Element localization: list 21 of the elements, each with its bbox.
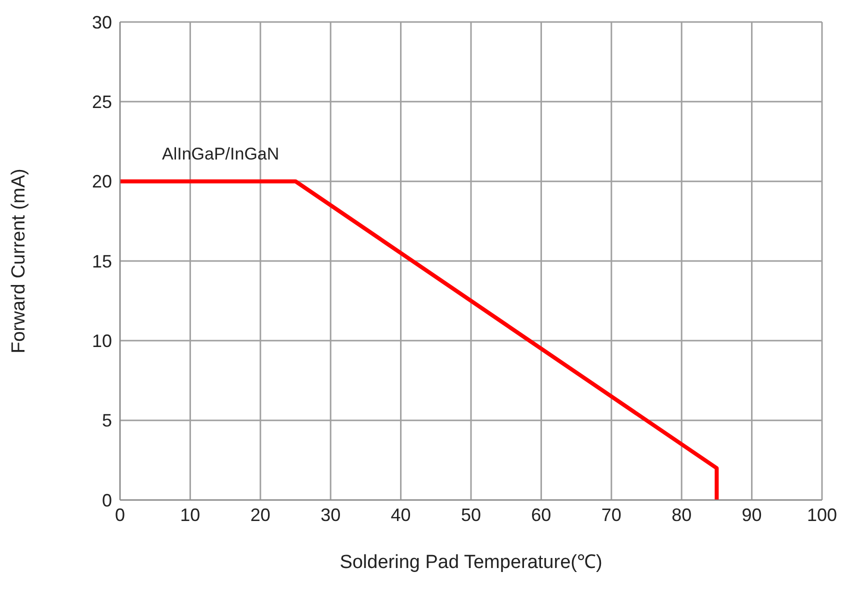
y-tick-label: 25	[92, 92, 112, 112]
series-label: AlInGaP/InGaN	[162, 144, 280, 164]
y-tick-label: 30	[92, 12, 112, 32]
y-tick-label: 20	[92, 172, 112, 192]
y-tick-label: 15	[92, 251, 112, 272]
x-tick-label: 60	[531, 504, 552, 525]
x-tick-label: 40	[390, 504, 411, 525]
x-axis-title: Soldering Pad Temperature(℃)	[340, 552, 602, 573]
x-tick-label: 80	[672, 504, 692, 525]
x-tick-label: 70	[601, 504, 622, 525]
x-tick-label: 100	[806, 504, 838, 525]
x-tick-label: 90	[742, 504, 762, 525]
y-axis-title: Forward Current (mA)	[8, 168, 30, 354]
x-tick-label: 30	[320, 504, 341, 525]
x-tick-label: 20	[250, 504, 270, 525]
y-tick-label: 0	[102, 490, 112, 510]
y-tick-label: 5	[102, 410, 112, 431]
x-tick-label: 50	[460, 504, 482, 525]
y-tick-label: 10	[92, 331, 112, 352]
x-tick-label: 10	[180, 504, 200, 525]
x-tick-label: 0	[114, 504, 126, 525]
